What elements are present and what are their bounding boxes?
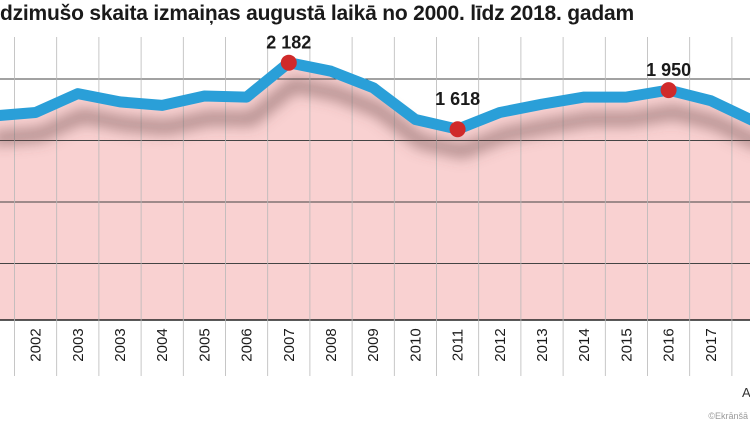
x-tick-label: 2003 bbox=[112, 328, 129, 361]
x-tick-label: 2015 bbox=[618, 328, 635, 361]
x-tick-label: 2014 bbox=[576, 328, 593, 361]
series-line bbox=[0, 57, 750, 135]
x-tick-label: 2008 bbox=[323, 328, 340, 361]
x-tick-label: 2009 bbox=[365, 328, 382, 361]
line-shadow bbox=[0, 78, 750, 158]
data-label: 1 950 bbox=[646, 60, 691, 80]
x-tick-label: 2004 bbox=[154, 328, 171, 361]
x-tick-label: 2010 bbox=[407, 328, 424, 361]
x-tick-label: 2006 bbox=[239, 328, 256, 361]
x-tick-label: 2005 bbox=[196, 328, 213, 361]
x-axis-label: A bbox=[742, 385, 750, 400]
chart-title: dzimušo skaita izmaiņas augustā laikā no… bbox=[0, 2, 634, 25]
x-tick-label: 2003 bbox=[70, 328, 87, 361]
data-label: 1 618 bbox=[435, 89, 480, 109]
x-tick-label: 2002 bbox=[28, 328, 45, 361]
x-tick-label: 2017 bbox=[703, 328, 720, 361]
x-tick-label: 2013 bbox=[534, 328, 551, 361]
data-point-marker bbox=[280, 54, 297, 71]
x-tick-label: 2007 bbox=[281, 328, 298, 361]
x-tick-label: 2016 bbox=[661, 328, 678, 361]
data-point-marker bbox=[660, 82, 677, 99]
data-point-marker bbox=[449, 121, 466, 138]
image-credit: ©Ekrānšā bbox=[708, 411, 748, 421]
x-tick-label: 2011 bbox=[450, 329, 467, 361]
x-tick-label: 2012 bbox=[492, 328, 509, 361]
data-label: 2 182 bbox=[266, 33, 311, 53]
